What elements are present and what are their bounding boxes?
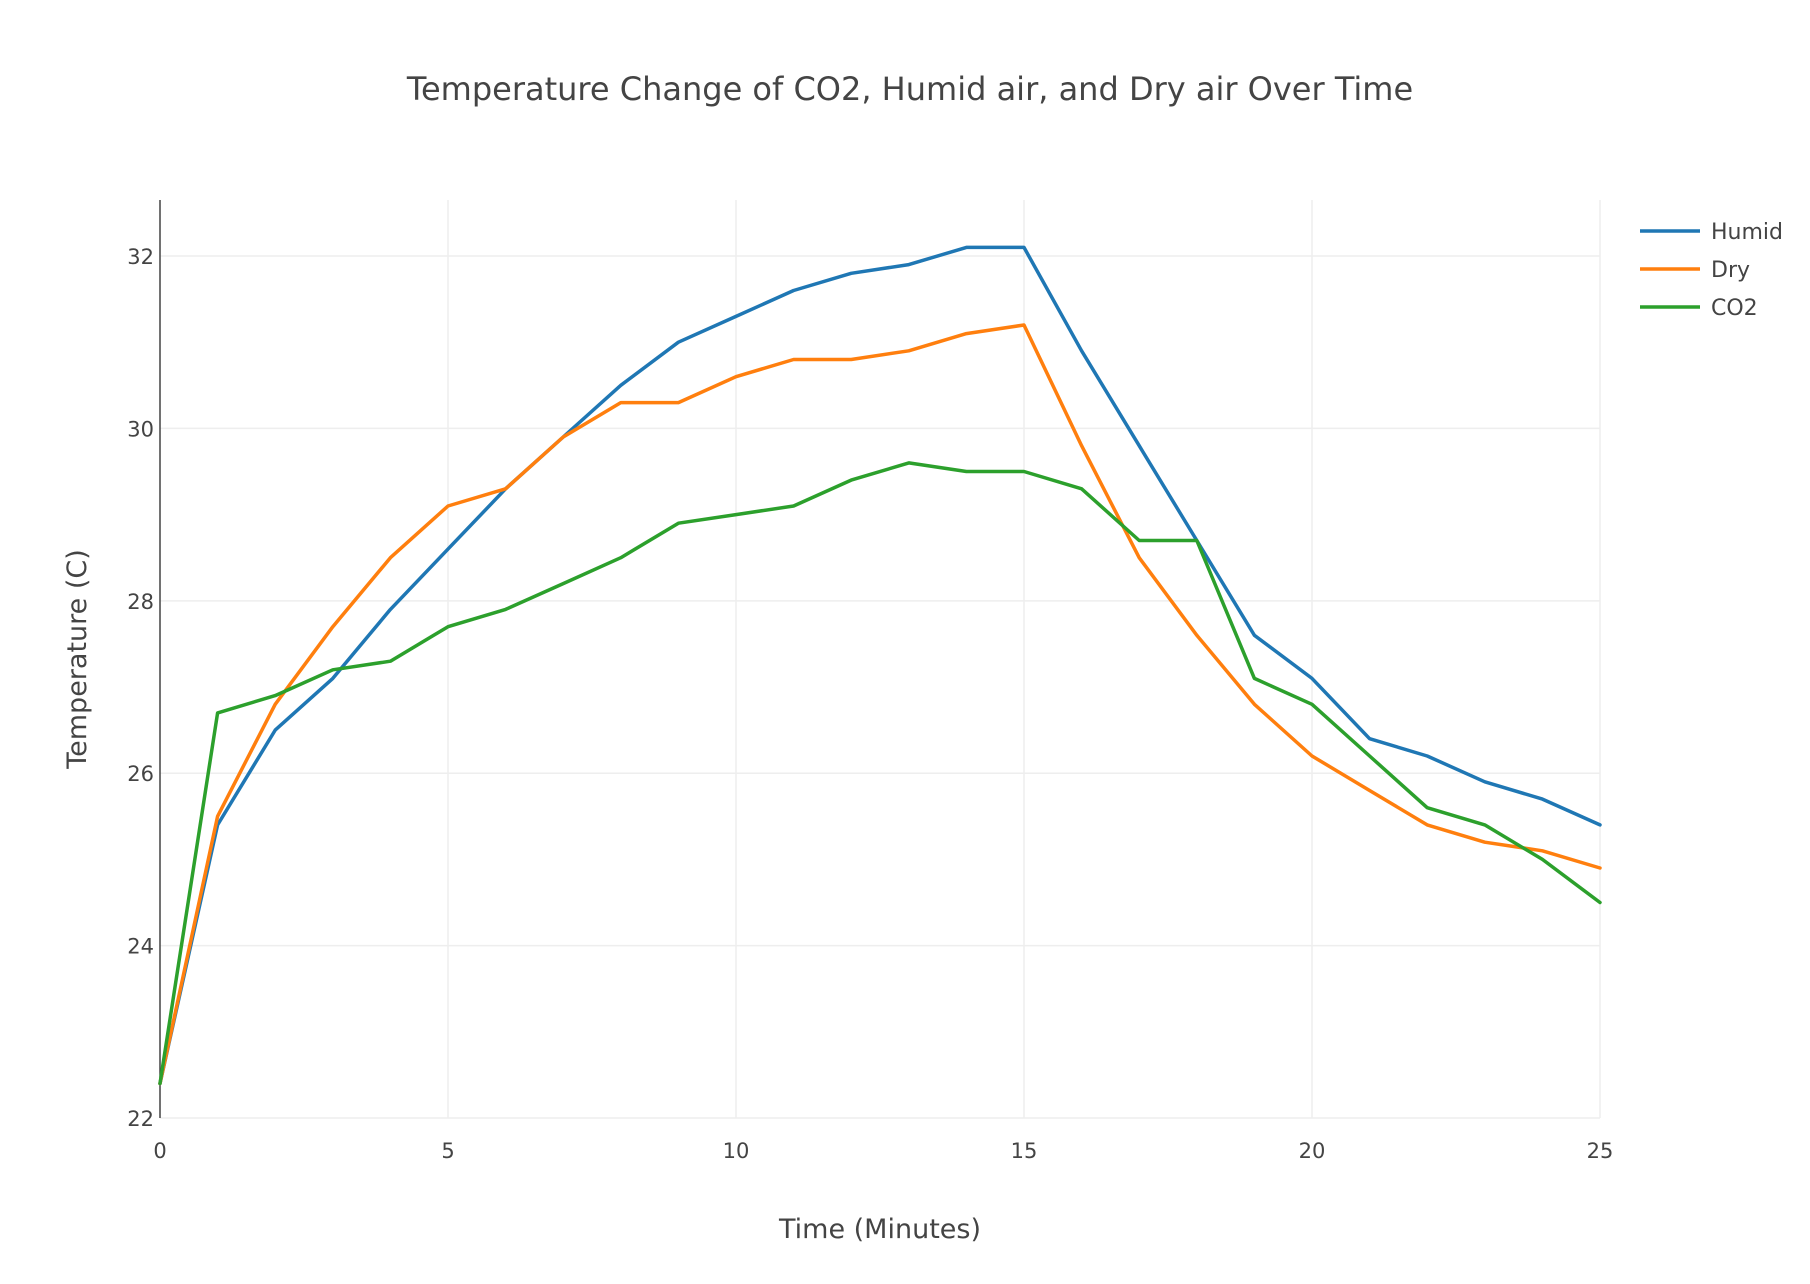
x-tick-label: 25 (1587, 1139, 1614, 1163)
y-tick-label: 28 (127, 590, 154, 614)
series-line-humid (158, 245, 1602, 1086)
legend[interactable]: Humid Dry CO2 (1640, 220, 1783, 321)
x-axis-title: Time (Minutes) (778, 1214, 981, 1245)
legend-item-humid[interactable]: Humid (1640, 220, 1783, 245)
y-tick-labels: 22 24 26 28 30 32 (127, 245, 154, 1131)
chart-title: Temperature Change of CO2, Humid air, an… (406, 70, 1413, 108)
y-tick-label: 32 (127, 245, 154, 269)
legend-item-dry[interactable]: Dry (1640, 258, 1750, 283)
y-tick-label: 22 (127, 1107, 154, 1131)
series-line-dry (158, 323, 1602, 1086)
y-tick-label: 24 (127, 935, 154, 959)
legend-label: Humid (1711, 220, 1783, 245)
x-tick-label: 10 (723, 1139, 750, 1163)
grid (160, 200, 1601, 1119)
x-tick-labels: 0 5 10 15 20 25 (153, 1139, 1613, 1163)
series-line-co2 (158, 461, 1602, 1086)
x-tick-label: 15 (1011, 1139, 1038, 1163)
y-tick-label: 30 (127, 417, 154, 441)
x-tick-label: 20 (1299, 1139, 1326, 1163)
y-axis-title: Temperature (C) (62, 549, 93, 770)
legend-item-co2[interactable]: CO2 (1640, 296, 1758, 321)
series-lines (158, 245, 1602, 1086)
legend-label: Dry (1711, 258, 1750, 283)
y-tick-label: 26 (127, 762, 154, 786)
x-tick-label: 0 (153, 1139, 166, 1163)
x-tick-label: 5 (441, 1139, 454, 1163)
legend-label: CO2 (1711, 296, 1758, 321)
